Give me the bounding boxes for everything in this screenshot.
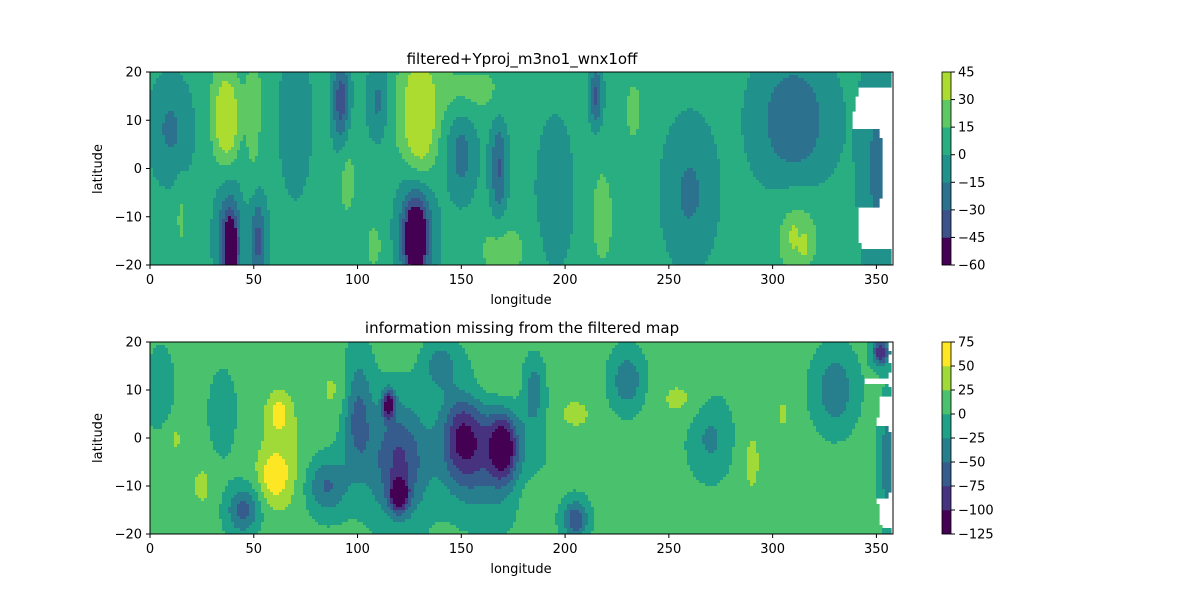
chart-panel-bottom: information missing from the filtered ma… <box>91 319 994 577</box>
colorbar-swatch <box>942 486 951 511</box>
colorbar-swatch <box>942 366 951 391</box>
y-tick-label: 10 <box>125 384 142 399</box>
x-tick-label: 350 <box>864 542 889 557</box>
colorbar: 45 30 15 0 −15 −30 −45 −60 <box>941 66 985 274</box>
y-axis-label: latitude <box>91 413 106 463</box>
colorbar-tick-label: −30 <box>958 203 985 218</box>
colorbar-swatch <box>942 127 951 156</box>
colorbar-swatch <box>942 72 951 100</box>
colorbar-tick-label: 0 <box>958 408 966 423</box>
colorbar-swatch <box>942 438 951 463</box>
y-tick-label: 0 <box>134 162 142 177</box>
colorbar-swatch <box>942 462 951 487</box>
chart-panel-top: filtered+Yproj_m3no1_wnx1off 0 50 100 150 20… <box>91 50 985 308</box>
colorbar-tick-label: −60 <box>958 259 985 274</box>
colorbar-tick-label: 75 <box>958 336 975 351</box>
colorbar-swatch <box>942 99 951 128</box>
contour-plot-area <box>150 342 892 534</box>
y-tick-label: −10 <box>115 480 142 495</box>
colorbar-tick-label: −15 <box>958 176 985 191</box>
colorbar-swatch <box>942 390 951 415</box>
colorbar-frame <box>941 71 952 266</box>
x-tick-label: 300 <box>760 542 785 557</box>
x-tick-label: 50 <box>245 273 262 288</box>
colorbar: 75 50 25 0 −25 −50 −75 −100 −125 <box>941 336 994 543</box>
colorbar-tick-label: −125 <box>958 528 994 543</box>
colorbar-swatch <box>942 182 951 211</box>
x-tick-label: 200 <box>553 273 578 288</box>
colorbar-tick-label: −25 <box>958 432 985 447</box>
x-tick-label: 0 <box>146 542 154 557</box>
x-axis-label: longitude <box>490 293 551 308</box>
chart-title: filtered+Yproj_m3no1_wnx1off <box>407 50 639 69</box>
colorbar-swatch <box>942 209 951 238</box>
x-tick-label: 350 <box>864 273 889 288</box>
colorbar-tick-label: 45 <box>958 66 975 81</box>
x-tick-label: 100 <box>345 542 370 557</box>
colorbar-tick-label: 50 <box>958 360 975 375</box>
y-tick-label: 0 <box>134 432 142 447</box>
y-tick-label: −20 <box>115 528 142 543</box>
x-axis-label: longitude <box>490 562 551 577</box>
x-tick-label: 150 <box>449 542 474 557</box>
x-tick-label: 0 <box>146 273 154 288</box>
x-tick-label: 250 <box>656 273 681 288</box>
colorbar-tick-label: 0 <box>958 148 966 163</box>
colorbar-swatch <box>942 414 951 439</box>
x-tick-label: 200 <box>553 542 578 557</box>
x-axis-ticks: 0 50 100 150 200 250 300 350 <box>146 534 889 557</box>
x-tick-label: 100 <box>345 273 370 288</box>
colorbar-tick-label: 25 <box>958 384 975 399</box>
colorbar-tick-label: −50 <box>958 456 985 471</box>
chart-title: information missing from the filtered ma… <box>365 319 679 337</box>
x-tick-label: 50 <box>245 542 262 557</box>
colorbar-swatch <box>942 154 951 183</box>
colorbar-tick-label: −75 <box>958 480 985 495</box>
x-tick-label: 150 <box>449 273 474 288</box>
y-tick-label: 20 <box>125 66 142 81</box>
colorbar-swatch <box>942 237 951 266</box>
colorbar-swatch <box>942 342 951 367</box>
colorbar-swatch <box>942 510 951 535</box>
x-axis-ticks: 0 50 100 150 200 250 300 350 <box>146 265 889 288</box>
y-tick-label: −20 <box>115 259 142 274</box>
y-tick-label: 20 <box>125 336 142 351</box>
contour-plot-area <box>150 72 892 265</box>
contour-fill <box>150 342 892 534</box>
y-axis-ticks: 20 10 0 −10 −20 <box>115 336 150 543</box>
y-axis-ticks: 20 10 0 −10 −20 <box>115 66 150 274</box>
x-tick-label: 250 <box>656 542 681 557</box>
colorbar-tick-label: −45 <box>958 231 985 246</box>
contour-fill <box>150 72 892 265</box>
colorbar-tick-label: 15 <box>958 121 975 136</box>
y-tick-label: 10 <box>125 114 142 129</box>
y-axis-label: latitude <box>91 144 106 194</box>
x-tick-label: 300 <box>760 273 785 288</box>
y-tick-label: −10 <box>115 210 142 225</box>
colorbar-tick-label: 30 <box>958 93 975 108</box>
colorbar-tick-label: −100 <box>958 504 994 519</box>
